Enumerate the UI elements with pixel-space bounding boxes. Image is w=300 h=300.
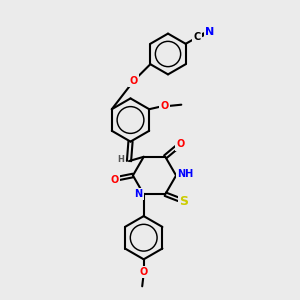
Text: N: N bbox=[134, 189, 142, 199]
Text: O: O bbox=[176, 140, 184, 149]
Text: C: C bbox=[194, 32, 201, 42]
Text: NH: NH bbox=[178, 169, 194, 179]
Text: O: O bbox=[140, 267, 148, 277]
Text: O: O bbox=[130, 76, 138, 86]
Text: N: N bbox=[205, 27, 214, 37]
Text: O: O bbox=[161, 101, 169, 111]
Text: S: S bbox=[179, 195, 188, 208]
Text: O: O bbox=[110, 175, 118, 185]
Text: H: H bbox=[117, 155, 124, 164]
